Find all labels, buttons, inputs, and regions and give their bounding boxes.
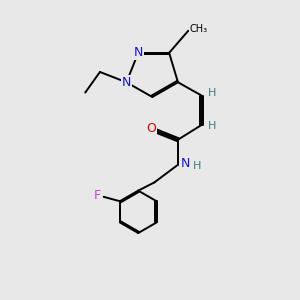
Text: N: N <box>122 76 131 89</box>
Text: O: O <box>146 122 156 135</box>
Text: N: N <box>134 46 143 59</box>
Text: N: N <box>181 157 190 170</box>
Text: H: H <box>208 88 216 98</box>
Text: H: H <box>193 161 201 171</box>
Text: CH₃: CH₃ <box>190 24 208 34</box>
Text: H: H <box>208 122 216 131</box>
Text: F: F <box>94 189 101 202</box>
